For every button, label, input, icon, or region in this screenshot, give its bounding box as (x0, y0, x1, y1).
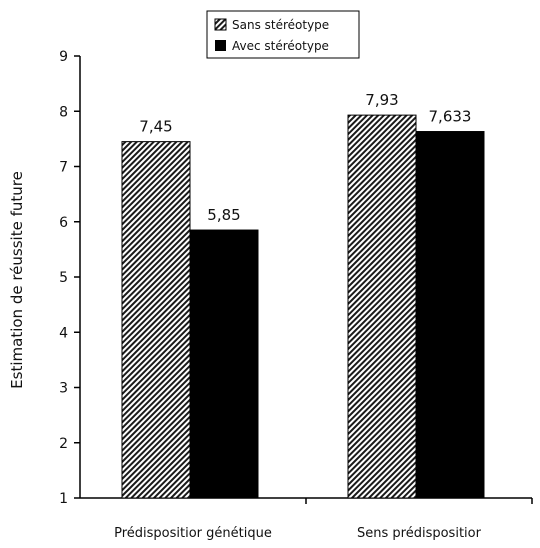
y-tick-label-5: 5 (59, 270, 68, 286)
plot-area: 1 2 3 4 5 6 7 8 9 7,45 5,85 Prédispositior génétiqu… (59, 49, 533, 541)
data-label-avec-stereotype-1: 5,85 (207, 206, 240, 224)
y-tick-label-8: 8 (59, 104, 68, 120)
legend-label-avec-stereotype: Avec stéréotype (232, 39, 329, 53)
bar-sans-stereotype-2 (347, 114, 417, 499)
legend-box (206, 10, 360, 59)
legend-swatch-avec-stereotype (215, 40, 226, 51)
bar-avec-stereotype-2 (415, 131, 485, 499)
y-tick-label-7: 7 (59, 160, 68, 176)
legend: Sans stéréotype Avec stéréotype (206, 10, 360, 59)
x-category-label-1: Prédispositior génétique (114, 526, 272, 541)
legend-swatch-sans-stereotype (214, 18, 227, 31)
y-axis-title: Estimation de réussite future (8, 171, 26, 389)
y-tick-label-9: 9 (59, 49, 68, 65)
y-tick-label-2: 2 (59, 436, 68, 452)
data-label-sans-stereotype-1: 7,45 (139, 118, 172, 136)
data-label-sans-stereotype-2: 7,93 (365, 91, 398, 109)
bar-avec-stereotype-1 (189, 229, 259, 499)
y-tick-label-3: 3 (59, 381, 68, 397)
legend-label-sans-stereotype: Sans stéréotype (232, 18, 329, 32)
y-tick-label-6: 6 (59, 215, 68, 231)
data-label-avec-stereotype-2: 7,633 (429, 108, 472, 126)
x-category-label-2: Sens prédispositior (357, 526, 482, 541)
y-tick-label-4: 4 (59, 325, 68, 341)
y-tick-label-1: 1 (59, 491, 68, 507)
bar-sans-stereotype-1 (121, 141, 191, 499)
